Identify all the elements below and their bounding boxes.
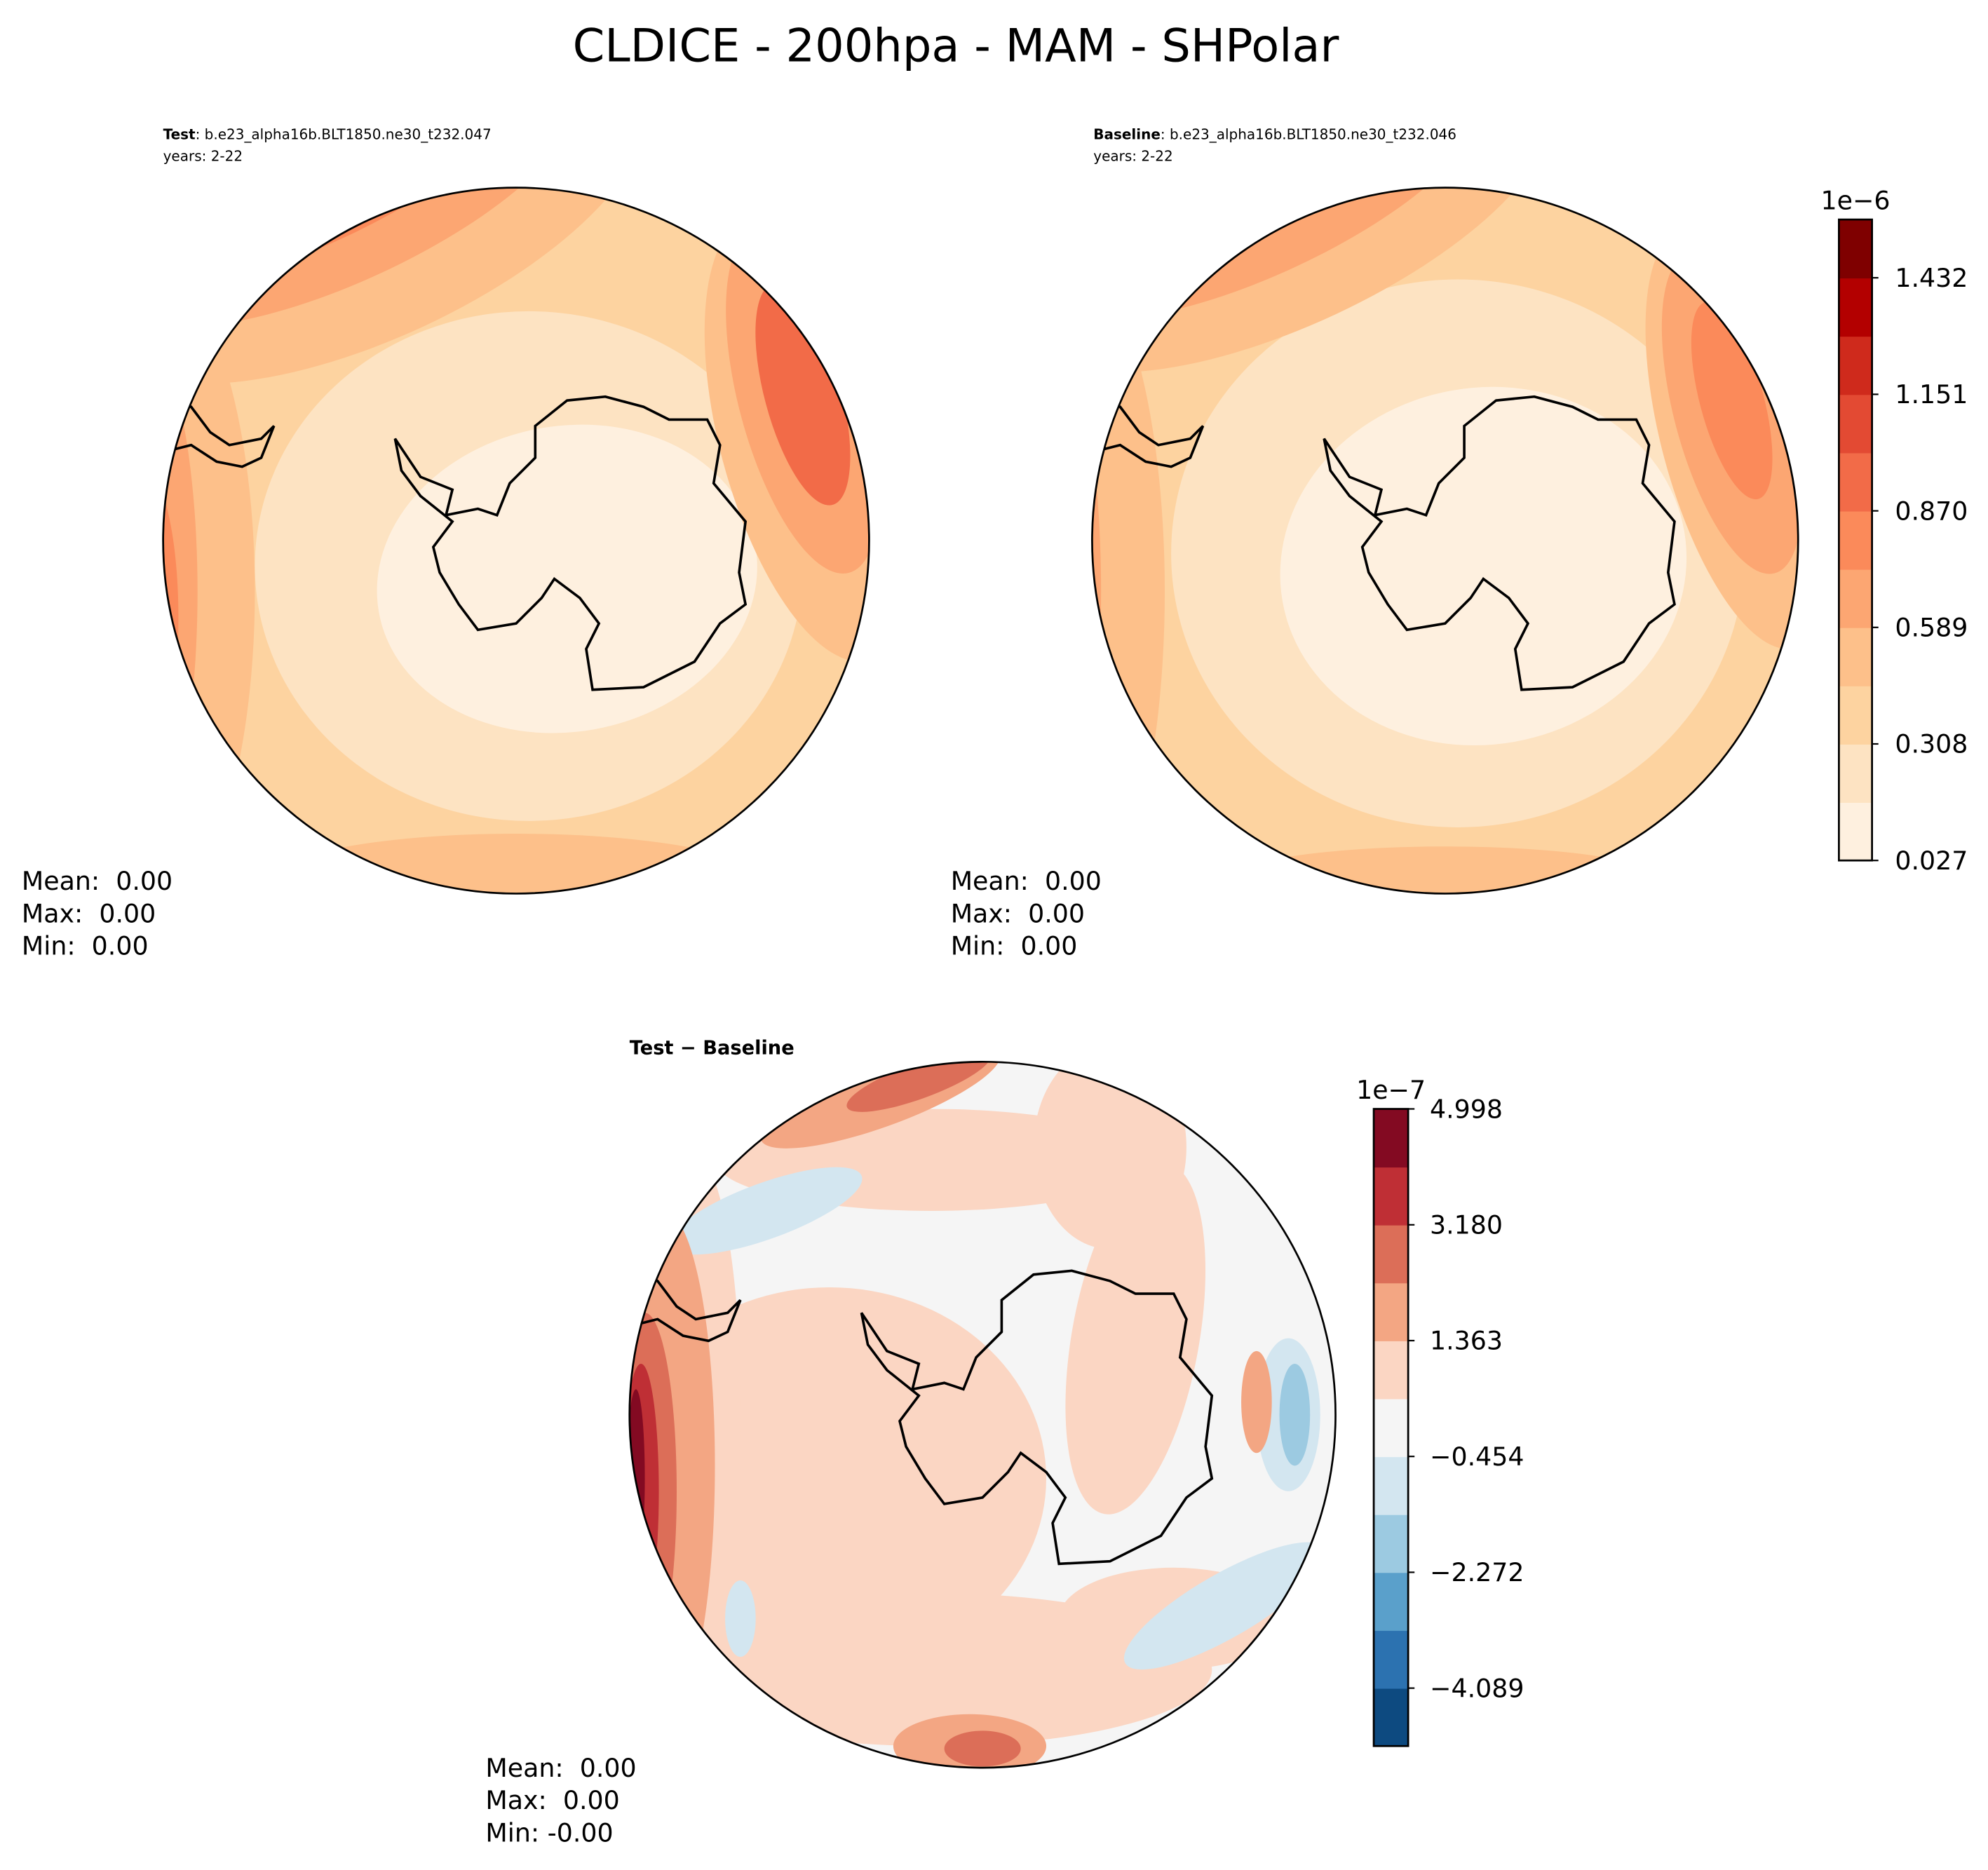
colorbar-tick-label: −2.272: [1430, 1557, 1524, 1587]
stat-label: Min: -0.00: [485, 1818, 613, 1848]
colorbar-tick-label: 3.180: [1430, 1210, 1503, 1240]
stat-label: Mean: 0.00: [485, 1753, 636, 1783]
contour-region: [163, 464, 179, 771]
antarctica-coastline: [860, 1269, 1214, 1566]
panel-header: Test: b.e23_alpha16b.BLT1850.ne30_t232.0…: [163, 126, 492, 143]
contour-region: [1065, 1162, 1206, 1515]
colorbar-tick-label: 1.363: [1430, 1326, 1503, 1356]
contour-region: [1280, 386, 1687, 745]
map-boundary: [1091, 187, 1799, 895]
colorbar-tick-label: 4.998: [1430, 1094, 1503, 1124]
contour-region: [1279, 1364, 1311, 1466]
contour-region: [1215, 846, 1675, 894]
colorbar-tick-label: 0.308: [1895, 729, 1968, 759]
colorbar-tick-label: −4.089: [1430, 1673, 1524, 1703]
colorbar-band: [1839, 685, 1872, 745]
colorbar-tick-label: 1.151: [1895, 379, 1968, 409]
panel-header: Test − Baseline: [630, 1037, 794, 1059]
contour-region: [846, 1062, 992, 1112]
colorbar-scale-label: 1e−7: [1356, 1075, 1426, 1105]
colorbar-tick-label: 0.589: [1895, 613, 1968, 643]
colorbar-band: [1839, 510, 1872, 570]
panel-name: Test: [163, 126, 196, 143]
colorbar-tick-label: 0.027: [1895, 846, 1968, 876]
colorbar-band: [1839, 452, 1872, 512]
colorbar-outline: [1838, 218, 1873, 862]
contour-region: [1241, 1350, 1272, 1454]
colorbar-band: [1374, 1224, 1409, 1284]
south-america-coastline: [631, 1273, 742, 1343]
panel-name: Baseline: [1093, 126, 1161, 143]
colorbar-band: [1839, 569, 1872, 628]
contour-region: [755, 283, 851, 506]
map-boundary: [628, 1060, 1337, 1769]
colorbar-band: [1374, 1282, 1409, 1341]
contour-region: [1123, 1542, 1325, 1670]
colorbar-band: [1374, 1398, 1409, 1458]
stat-label: Max: 0.00: [951, 898, 1085, 928]
colorbar-tick-label: 0.870: [1895, 496, 1968, 526]
colorbar-tick-label: 1.432: [1895, 263, 1968, 293]
panel-name: Test − Baseline: [630, 1037, 794, 1059]
colorbar-band: [1374, 1340, 1409, 1400]
contour-region: [1033, 1062, 1186, 1249]
contour-region: [261, 834, 771, 894]
colorbar-band: [1839, 394, 1872, 454]
panel-case: : b.e23_alpha16b.BLT1850.ne30_t232.047: [196, 126, 492, 143]
contour-region: [944, 1730, 1021, 1767]
panel-years: years: 2-22: [163, 147, 243, 164]
colorbar-outline: [1372, 1108, 1409, 1747]
colorbar-band: [1839, 219, 1872, 279]
colorbar-band: [1839, 278, 1872, 337]
antarctica-coastline: [393, 395, 748, 691]
colorbar-band: [1374, 1109, 1409, 1168]
colorbar-band: [1839, 336, 1872, 395]
contour-region: [1092, 248, 1165, 894]
colorbar-scale-label: 1e−6: [1820, 186, 1890, 216]
stat-label: Max: 0.00: [22, 898, 156, 928]
map-boundary: [162, 187, 870, 895]
panel-years: years: 2-22: [1093, 147, 1172, 164]
colorbar-band: [1839, 802, 1872, 862]
stat-label: Min: 0.00: [951, 931, 1078, 961]
panel-header: Baseline: b.e23_alpha16b.BLT1850.ne30_t2…: [1093, 126, 1456, 143]
contour-region: [1092, 337, 1102, 847]
colorbar-band: [1374, 1572, 1409, 1631]
map: [629, 1062, 1336, 1768]
colorbar-band: [1374, 1514, 1409, 1573]
antarctica-coastline: [1323, 395, 1676, 691]
colorbar-tick-label: −0.454: [1430, 1442, 1524, 1472]
contour-region: [1691, 301, 1773, 500]
colorbar-band: [1374, 1688, 1409, 1747]
contour-region: [669, 1167, 863, 1255]
colorbar-band: [1374, 1167, 1409, 1226]
south-america-coastline: [1094, 399, 1205, 468]
figure-title: CLDICE - 200hpa - MAM - SHPolar: [573, 20, 1339, 73]
stat-label: Min: 0.00: [22, 931, 149, 961]
panel-case: : b.e23_alpha16b.BLT1850.ne30_t232.046: [1161, 126, 1456, 143]
stat-label: Mean: 0.00: [951, 866, 1102, 896]
stat-label: Max: 0.00: [485, 1785, 619, 1815]
contour-region: [725, 1580, 756, 1658]
colorbar-band: [1374, 1630, 1409, 1689]
contour-region: [377, 424, 757, 733]
stat-label: Mean: 0.00: [22, 866, 173, 896]
colorbar-band: [1839, 627, 1872, 686]
colorbar-band: [1839, 743, 1872, 803]
south-america-coastline: [165, 399, 276, 468]
colorbar-band: [1374, 1456, 1409, 1515]
